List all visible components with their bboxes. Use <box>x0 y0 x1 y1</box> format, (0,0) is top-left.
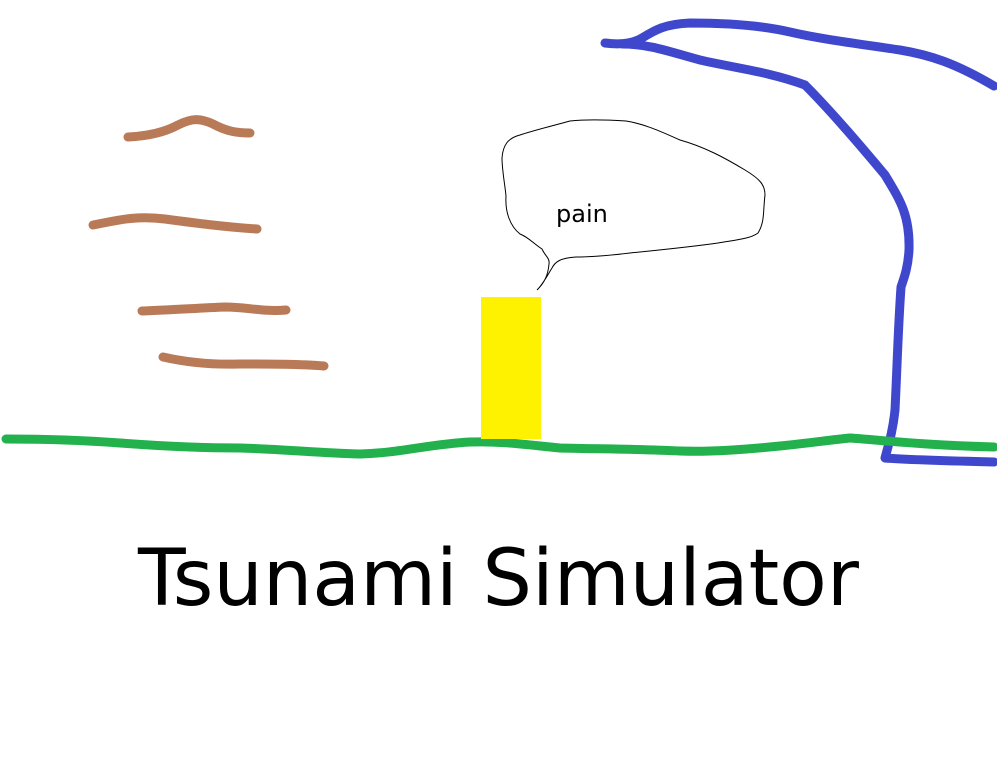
game-title: Tsunami Simulator <box>138 534 859 624</box>
wind-streak-2 <box>88 213 262 234</box>
wind-streak-1 <box>123 115 255 142</box>
speech-bubble-text: pain <box>556 200 608 228</box>
wind-streak-4 <box>158 352 329 371</box>
speech-bubble <box>501 119 766 291</box>
character-block <box>481 297 541 439</box>
wind-streaks <box>88 115 329 371</box>
wind-streak-3 <box>137 302 291 316</box>
tsunami-wave <box>600 18 997 467</box>
ground-line <box>1 433 997 459</box>
